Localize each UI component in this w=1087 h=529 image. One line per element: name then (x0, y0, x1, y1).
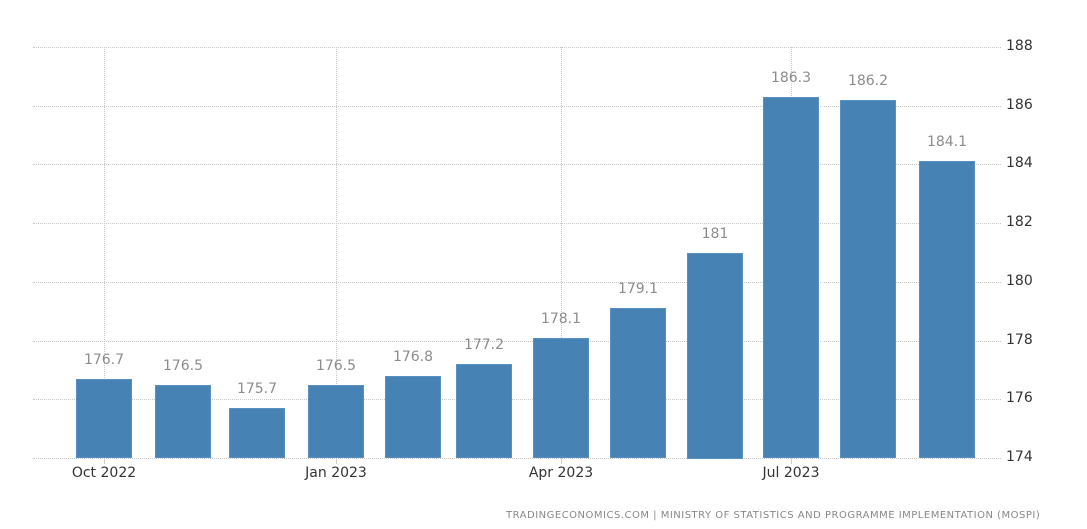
bar-value-label: 184.1 (926, 134, 968, 150)
gridline-vertical (336, 47, 337, 458)
bar-nov-2022[interactable] (155, 385, 211, 458)
x-tick-mark (791, 458, 792, 464)
bar-value-label: 176.8 (392, 349, 434, 365)
bar-value-label: 176.7 (83, 352, 125, 368)
bar-apr-2023[interactable] (533, 338, 589, 458)
x-tick-label: Apr 2023 (528, 465, 594, 481)
bar-aug-2023[interactable] (840, 100, 896, 458)
x-tick-mark (104, 458, 105, 464)
y-tick-label: 178 (1006, 332, 1033, 348)
bar-value-label: 175.7 (236, 381, 278, 397)
bar-value-label: 176.5 (162, 358, 204, 374)
bar-value-label: 186.3 (770, 70, 812, 86)
gridline-vertical (104, 47, 105, 458)
x-tick-label: Oct 2022 (71, 465, 137, 481)
gridline-horizontal (33, 164, 1001, 165)
y-tick-label: 188 (1006, 38, 1033, 54)
gridline-vertical (561, 47, 562, 458)
bar-value-label: 177.2 (463, 337, 505, 353)
bar-jan-2023[interactable] (308, 385, 364, 458)
x-tick-mark (561, 458, 562, 464)
y-tick-label: 174 (1006, 449, 1033, 465)
bar-feb-2023[interactable] (385, 376, 441, 458)
bar-sep-2023[interactable] (919, 161, 975, 458)
y-tick-label: 176 (1006, 390, 1033, 406)
gridline-horizontal (33, 341, 1001, 342)
bar-may-2023[interactable] (610, 308, 666, 458)
bar-jul-2023[interactable] (763, 97, 819, 458)
gridline-horizontal (33, 106, 1001, 107)
bar-dec-2022[interactable] (229, 408, 285, 458)
x-tick-label: Jul 2023 (762, 465, 820, 481)
bar-value-label: 181 (701, 226, 729, 242)
y-tick-label: 186 (1006, 97, 1033, 113)
gridline-horizontal (33, 223, 1001, 224)
bar-value-label: 186.2 (847, 73, 889, 89)
y-tick-label: 180 (1006, 273, 1033, 289)
gridline-horizontal (33, 282, 1001, 283)
bar-mar-2023[interactable] (456, 364, 512, 458)
bar-jun-2023[interactable] (687, 253, 743, 459)
x-tick-mark (336, 458, 337, 464)
gridline-horizontal (33, 47, 1001, 48)
bar-value-label: 176.5 (315, 358, 357, 374)
y-tick-label: 182 (1006, 214, 1033, 230)
bar-value-label: 179.1 (617, 281, 659, 297)
bar-oct-2022[interactable] (76, 379, 132, 458)
gridline-horizontal (33, 458, 1001, 459)
y-tick-label: 184 (1006, 155, 1033, 171)
gridline-horizontal (33, 399, 1001, 400)
bar-value-label: 178.1 (540, 311, 582, 327)
source-attribution: TRADINGECONOMICS.COM | MINISTRY OF STATI… (506, 510, 1041, 521)
x-tick-label: Jan 2023 (305, 465, 367, 481)
